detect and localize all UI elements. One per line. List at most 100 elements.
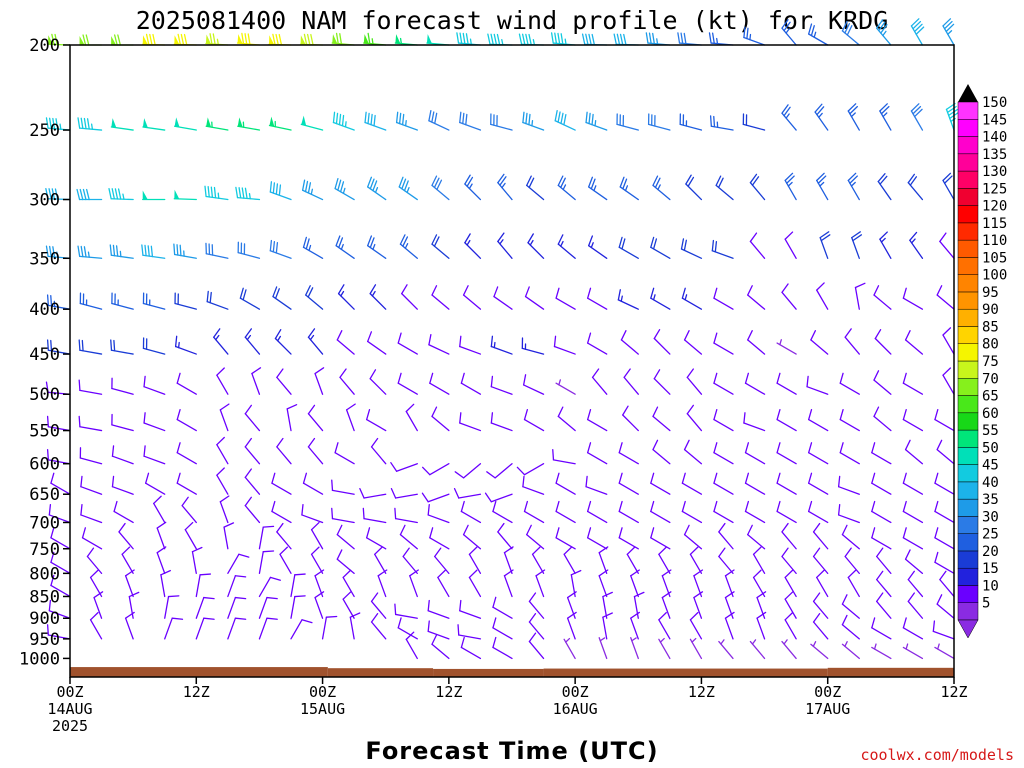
- barb-shaft: [808, 510, 829, 524]
- wind-barb: [431, 175, 450, 201]
- wind-barb: [871, 500, 892, 524]
- colorbar-swatch: [957, 464, 979, 483]
- x-tick-label: 00Z: [814, 683, 841, 701]
- barb-shaft: [216, 374, 229, 395]
- barb-feather: [939, 232, 947, 243]
- barb-feather: [402, 236, 409, 247]
- barb-feather: [689, 546, 699, 555]
- barb-pennant: [301, 115, 307, 126]
- barb-feather: [844, 547, 852, 558]
- barb-shaft: [334, 452, 355, 465]
- barb-feather: [460, 500, 465, 513]
- barb-feather: [335, 235, 341, 247]
- wind-barb: [749, 232, 766, 259]
- barb-shaft: [492, 627, 513, 640]
- barb-feather: [876, 19, 884, 29]
- barb-half-feather: [122, 193, 125, 200]
- wind-barb: [653, 369, 671, 395]
- barb-feather: [183, 33, 188, 46]
- barb-half-feather: [468, 183, 473, 190]
- barb-shaft: [630, 575, 639, 598]
- wind-barb: [290, 619, 313, 640]
- barb-feather: [932, 620, 936, 632]
- barb-half-feather: [631, 637, 637, 642]
- barb-feather: [46, 415, 49, 428]
- y-tick-label: 450: [29, 345, 60, 365]
- wind-barb: [784, 611, 797, 640]
- barb-feather: [936, 439, 943, 451]
- barb-shaft: [841, 624, 860, 640]
- barb-shaft: [526, 533, 545, 550]
- barb-feather: [847, 172, 857, 182]
- barb-shaft: [258, 596, 268, 619]
- barb-feather: [336, 549, 343, 560]
- wind-barb: [251, 367, 262, 395]
- wind-barb: [464, 233, 482, 259]
- wind-barb: [630, 611, 640, 640]
- barb-shaft: [618, 482, 639, 495]
- barb-shaft: [286, 408, 292, 432]
- colorbar-label: 40: [982, 475, 999, 491]
- barb-feather: [808, 442, 813, 454]
- barb-feather: [492, 500, 497, 513]
- barb-feather: [278, 33, 283, 46]
- wind-barb: [812, 613, 829, 640]
- barb-feather: [776, 442, 781, 454]
- wind-barb: [613, 33, 639, 46]
- barb-feather: [658, 611, 667, 621]
- barb-feather: [210, 186, 214, 199]
- terrain-block: [827, 667, 954, 677]
- barb-half-feather: [937, 643, 940, 650]
- barb-shaft: [902, 297, 924, 310]
- barb-feather: [756, 611, 767, 619]
- barb-shaft: [492, 646, 513, 660]
- barb-shaft: [535, 575, 545, 598]
- barb-half-feather: [783, 639, 788, 645]
- barb-feather: [934, 408, 939, 421]
- barb-feather: [462, 32, 466, 45]
- wind-barb: [164, 595, 180, 619]
- barb-feather: [82, 188, 87, 201]
- barb-feather: [588, 112, 591, 125]
- wind-barb: [776, 500, 797, 524]
- wind-barb: [272, 286, 292, 310]
- wind-barb: [427, 620, 450, 640]
- barb-feather: [46, 339, 49, 351]
- colorbar-swatch: [957, 550, 979, 569]
- barb-feather: [49, 117, 52, 130]
- wind-barb: [939, 232, 955, 259]
- wind-barb: [658, 611, 671, 640]
- wind-barb: [713, 500, 734, 524]
- barb-shaft: [902, 382, 924, 395]
- wind-barb: [808, 408, 829, 432]
- barb-shaft: [876, 578, 892, 598]
- wind-barb: [683, 524, 703, 550]
- y-tick-label: 700: [29, 513, 60, 533]
- barb-feather: [493, 33, 498, 46]
- barb-feather: [717, 177, 724, 189]
- colorbar-swatch: [957, 257, 979, 275]
- barb-shaft: [374, 553, 387, 575]
- barb-feather: [680, 238, 685, 250]
- barb-feather: [145, 33, 150, 46]
- wind-barb: [618, 442, 639, 465]
- wind-barb: [942, 367, 955, 395]
- barb-feather: [936, 285, 943, 296]
- wind-barb: [563, 637, 576, 660]
- colorbar-label: 135: [982, 147, 1007, 163]
- barb-feather: [528, 113, 531, 126]
- barb-half-feather: [372, 243, 376, 250]
- barb-feather: [484, 492, 492, 503]
- wind-barb: [421, 492, 450, 503]
- barb-feather: [397, 617, 402, 629]
- barb-shaft: [934, 561, 955, 575]
- barb-feather: [499, 176, 507, 186]
- wind-barb: [907, 570, 924, 598]
- barb-feather: [434, 112, 438, 125]
- barb-feather: [618, 527, 623, 539]
- wind-barb: [460, 372, 482, 395]
- wind-barb: [618, 236, 639, 259]
- x-tick-label: 2025: [52, 717, 88, 735]
- barb-feather: [492, 636, 497, 649]
